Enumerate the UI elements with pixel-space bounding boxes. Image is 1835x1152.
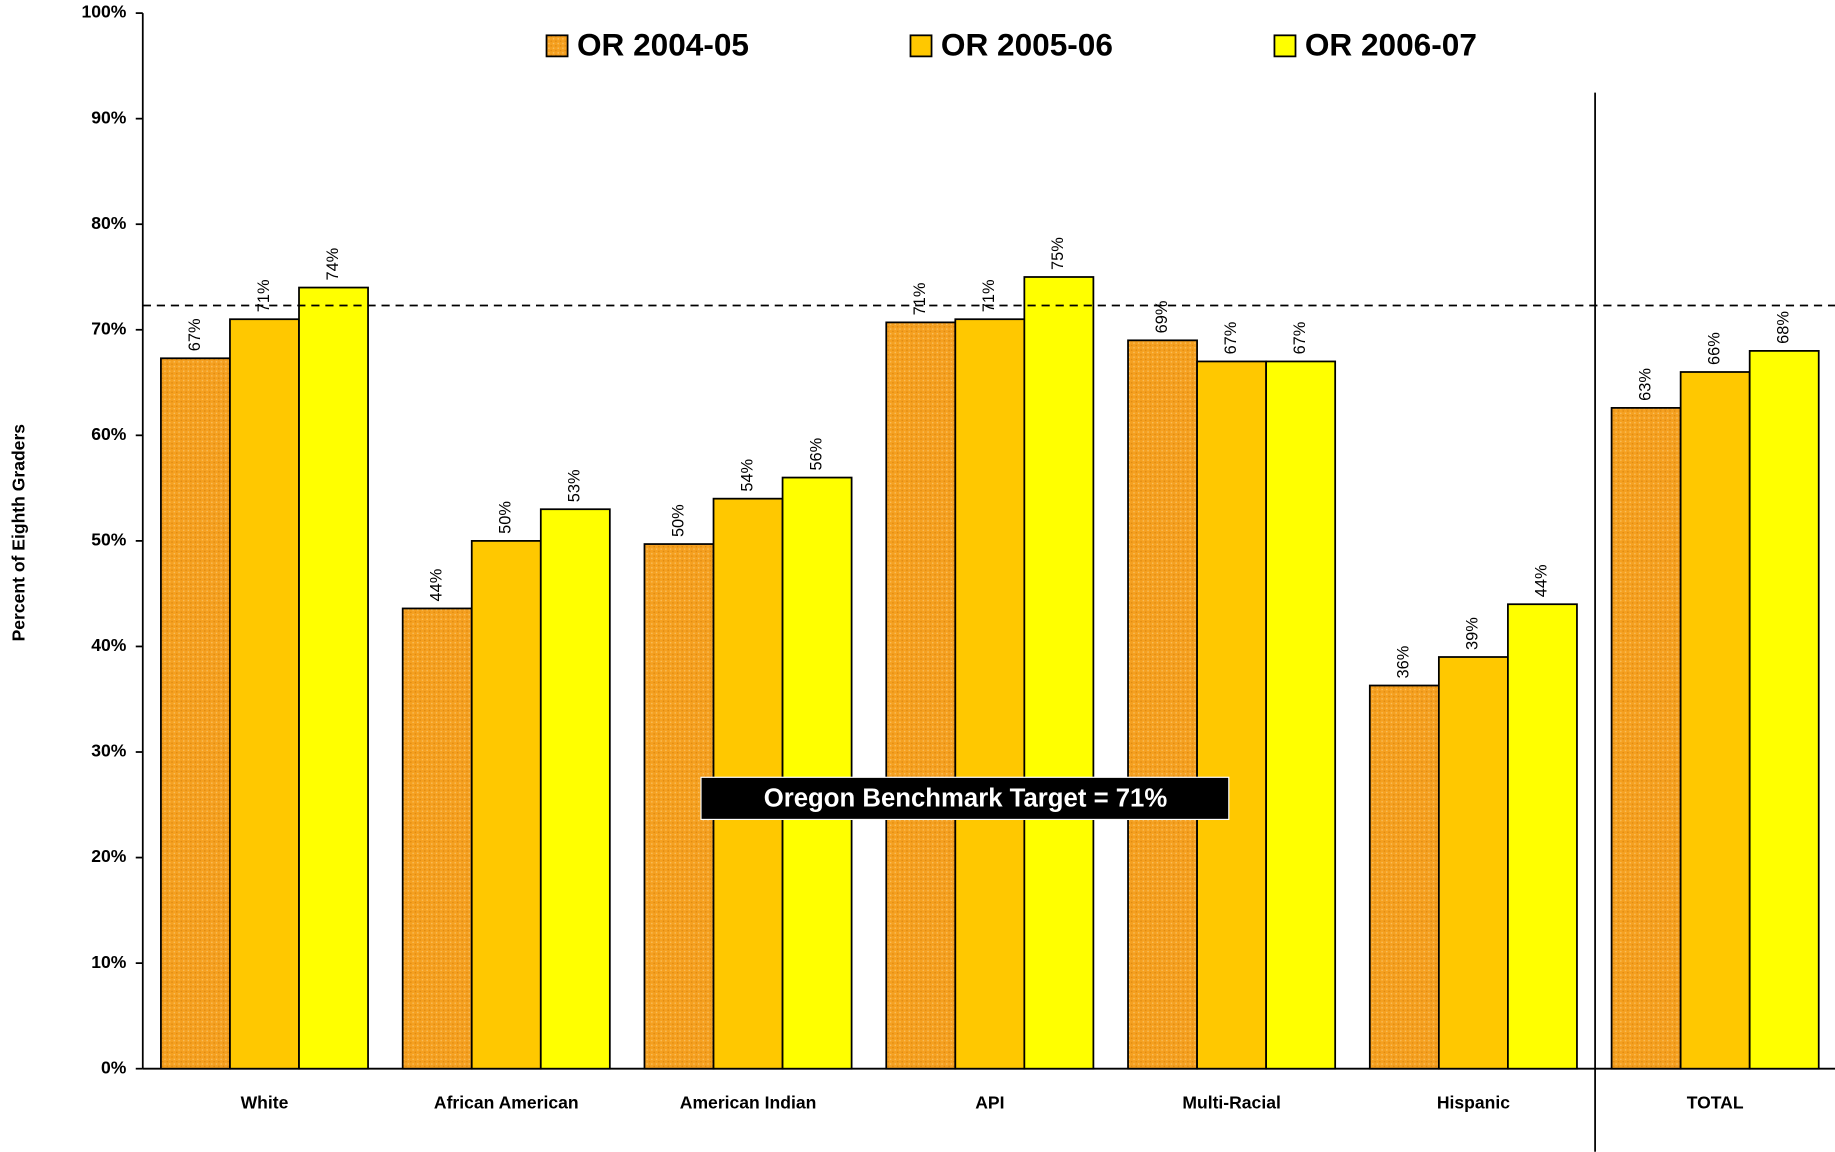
bar bbox=[1679, 371, 1751, 1070]
value-label: 68% bbox=[1775, 311, 1793, 344]
y-tick-label: 100% bbox=[81, 2, 126, 22]
y-tick-label: 90% bbox=[91, 107, 127, 127]
value-label: 44% bbox=[428, 569, 446, 602]
x-tick-label: Hispanic bbox=[1437, 1092, 1510, 1112]
y-tick-label: 0% bbox=[101, 1057, 127, 1077]
value-label: 75% bbox=[1049, 237, 1067, 270]
bar bbox=[1437, 656, 1509, 1070]
y-tick-label: 60% bbox=[91, 424, 127, 444]
bar bbox=[1368, 684, 1440, 1070]
legend-label: OR 2004-05 bbox=[577, 26, 749, 62]
value-label: 56% bbox=[807, 438, 825, 471]
y-tick-label: 50% bbox=[91, 530, 127, 550]
bar bbox=[954, 318, 1026, 1070]
value-label: 50% bbox=[497, 501, 515, 534]
value-label: 67% bbox=[1222, 322, 1240, 355]
bar bbox=[160, 357, 231, 1070]
value-label: 53% bbox=[566, 469, 584, 502]
value-label: 67% bbox=[186, 318, 204, 351]
value-label: 44% bbox=[1533, 564, 1551, 597]
x-tick-label: TOTAL bbox=[1687, 1092, 1744, 1112]
bar bbox=[885, 321, 957, 1070]
legend-label: OR 2006-07 bbox=[1305, 26, 1477, 62]
bar bbox=[1610, 407, 1682, 1070]
value-label: 71% bbox=[911, 283, 929, 316]
bar bbox=[229, 318, 300, 1070]
y-tick-label: 80% bbox=[91, 213, 127, 233]
value-label: 39% bbox=[1464, 617, 1482, 650]
value-label: 71% bbox=[980, 279, 998, 312]
legend-swatch bbox=[1273, 34, 1297, 58]
bar bbox=[298, 286, 369, 1070]
value-label: 67% bbox=[1291, 322, 1309, 355]
x-tick-label: African American bbox=[434, 1092, 579, 1112]
value-label: 71% bbox=[255, 279, 273, 312]
bar bbox=[1507, 603, 1578, 1070]
y-axis-label: Percent of Eighth Graders bbox=[9, 424, 29, 642]
bar bbox=[1127, 339, 1198, 1070]
y-tick-label: 70% bbox=[91, 318, 127, 338]
value-label: 50% bbox=[669, 504, 687, 537]
y-tick-label: 30% bbox=[91, 741, 127, 761]
y-tick-label: 20% bbox=[91, 846, 127, 866]
legend-swatch bbox=[545, 34, 569, 58]
annotation-box bbox=[700, 776, 1230, 821]
x-tick-label: American Indian bbox=[680, 1092, 817, 1112]
value-label: 36% bbox=[1395, 646, 1413, 679]
bar bbox=[539, 508, 611, 1070]
bar bbox=[470, 540, 542, 1070]
bar bbox=[1196, 360, 1268, 1070]
legend-label: OR 2005-06 bbox=[941, 26, 1113, 62]
bar bbox=[1265, 360, 1337, 1070]
bar bbox=[401, 607, 473, 1070]
bar bbox=[1748, 350, 1820, 1070]
annotation: Oregon Benchmark Target = 71% bbox=[764, 784, 1168, 812]
value-label: 54% bbox=[738, 459, 756, 492]
value-label: 66% bbox=[1705, 332, 1723, 365]
bar bbox=[781, 476, 853, 1070]
x-tick-label: Multi-Racial bbox=[1182, 1092, 1280, 1112]
x-tick-label: API bbox=[975, 1092, 1004, 1112]
y-tick-label: 10% bbox=[91, 952, 127, 972]
value-label: 74% bbox=[324, 248, 342, 281]
y-tick-label: 40% bbox=[91, 635, 127, 655]
bar bbox=[1023, 276, 1095, 1070]
value-label: 63% bbox=[1636, 368, 1654, 401]
x-tick-label: White bbox=[241, 1092, 289, 1112]
legend-swatch bbox=[909, 34, 933, 58]
value-label: 69% bbox=[1153, 301, 1171, 334]
